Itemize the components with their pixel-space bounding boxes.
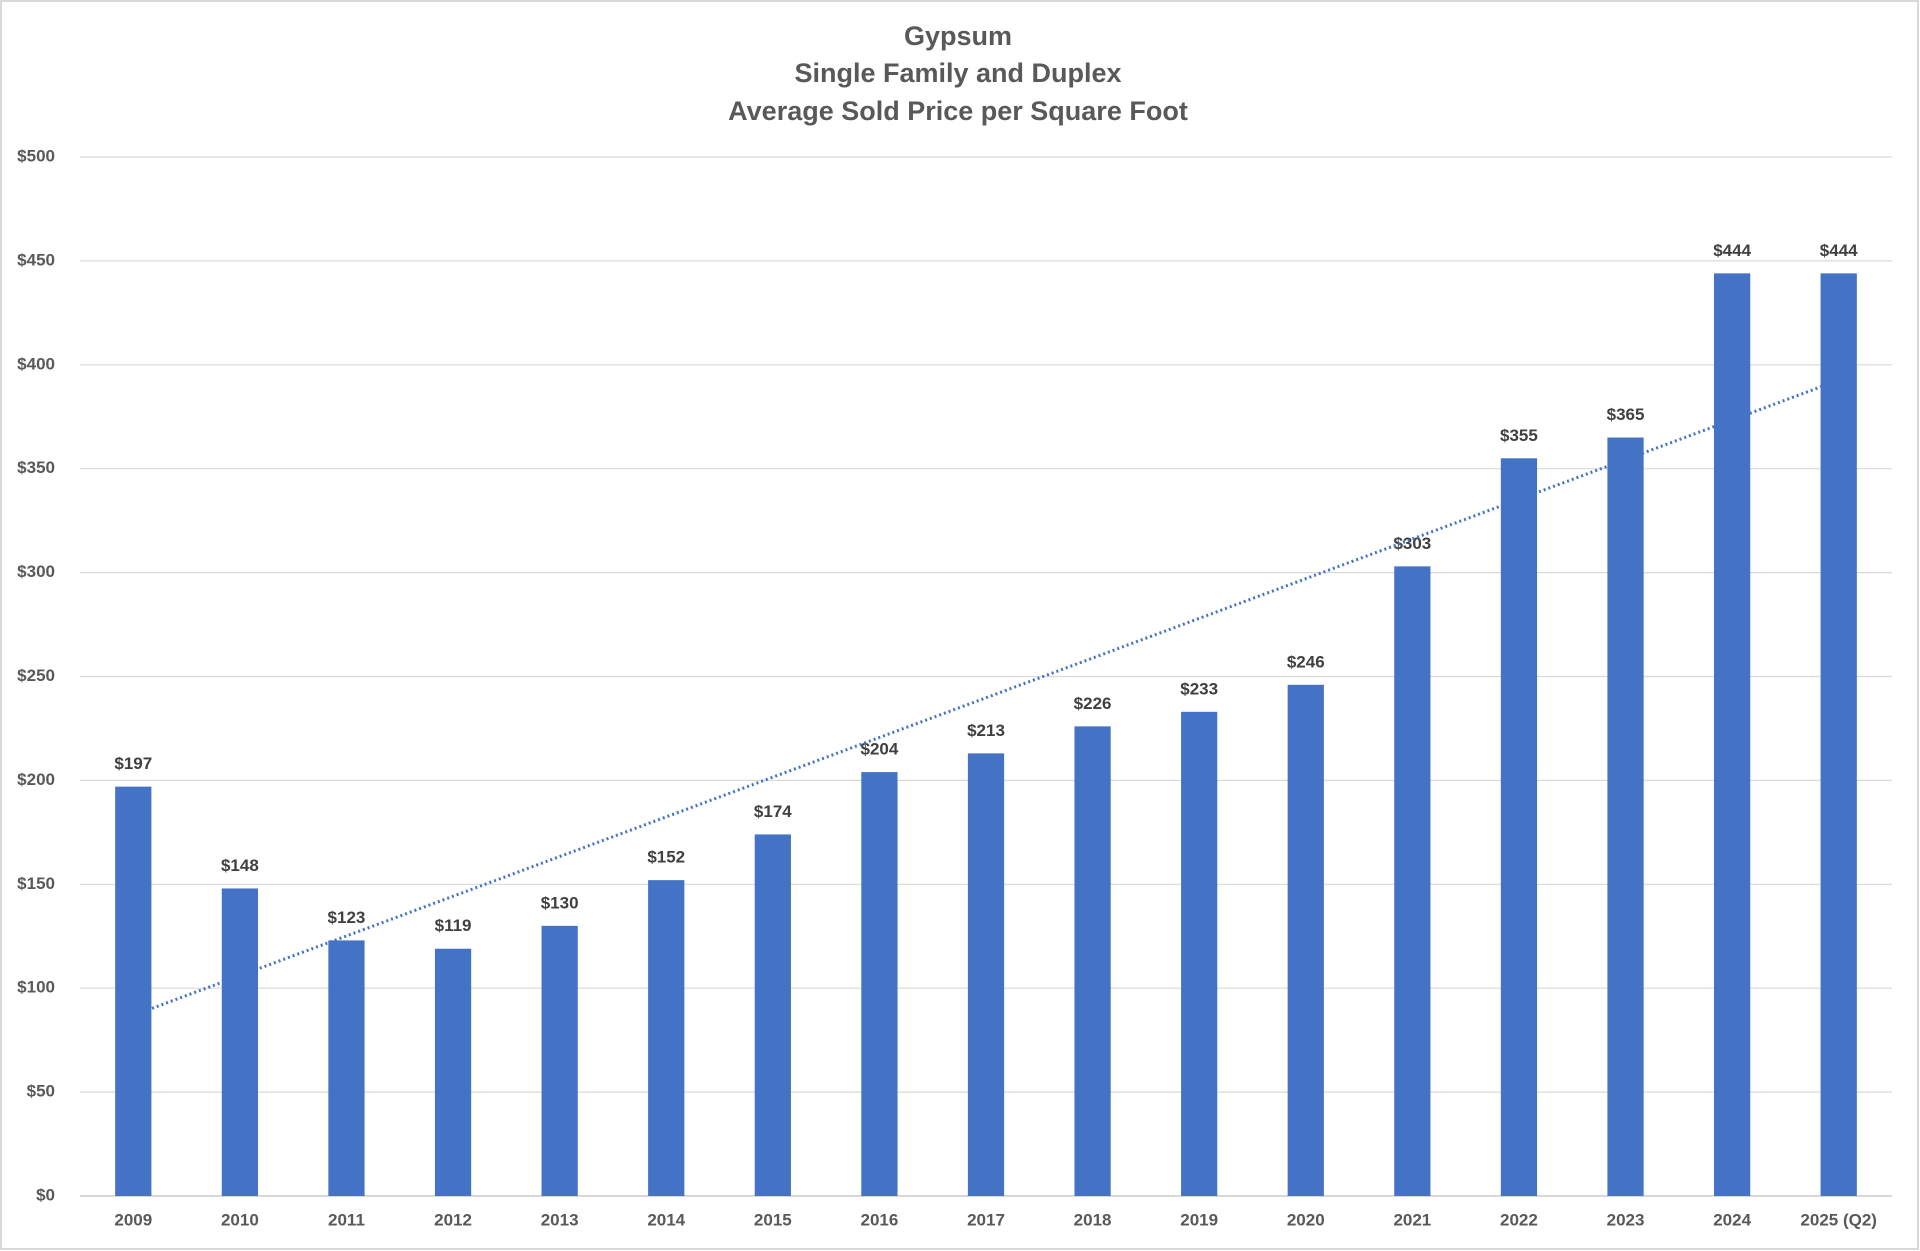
x-tick-label: 2018 (1074, 1210, 1112, 1229)
value-label: $246 (1287, 652, 1325, 671)
value-label: $303 (1393, 534, 1431, 553)
x-tick-label: 2015 (754, 1210, 792, 1229)
x-tick-label: 2010 (221, 1210, 259, 1229)
x-tick-label: 2019 (1180, 1210, 1218, 1229)
value-label: $444 (1713, 241, 1751, 260)
bar (1181, 711, 1218, 1196)
x-tick-label: 2021 (1393, 1210, 1431, 1229)
x-tick-label: 2020 (1287, 1210, 1325, 1229)
x-tick-label: 2009 (114, 1210, 152, 1229)
y-tick-label: $350 (17, 458, 55, 477)
bar (1287, 684, 1324, 1196)
x-tick-label: 2014 (647, 1210, 685, 1229)
bar (1500, 458, 1538, 1196)
y-tick-label: $300 (17, 562, 55, 581)
bar (1074, 726, 1111, 1196)
y-tick-label: $250 (17, 666, 55, 685)
bar (541, 925, 578, 1196)
y-tick-label: $500 (17, 146, 55, 165)
value-label: $197 (114, 754, 152, 773)
y-tick-label: $200 (17, 770, 55, 789)
bar (434, 948, 472, 1196)
bar (115, 786, 152, 1196)
bar (1394, 566, 1431, 1196)
trendline (132, 378, 1840, 1017)
y-tick-label: $50 (27, 1082, 55, 1101)
bar (967, 753, 1005, 1196)
value-label: $204 (860, 740, 898, 759)
bar (861, 772, 898, 1196)
value-label: $152 (647, 848, 685, 867)
value-label: $174 (754, 802, 792, 821)
y-tick-label: $0 (36, 1185, 55, 1204)
value-label: $123 (328, 908, 366, 927)
value-label: $130 (541, 893, 579, 912)
bar (1820, 273, 1857, 1196)
value-label: $355 (1500, 426, 1538, 445)
y-tick-label: $150 (17, 874, 55, 893)
value-label: $233 (1180, 679, 1218, 698)
bar (221, 888, 259, 1196)
x-tick-label: 2012 (434, 1210, 472, 1229)
y-tick-label: $400 (17, 354, 55, 373)
x-tick-label: 2017 (967, 1210, 1005, 1229)
x-tick-label: 2025 (Q2) (1800, 1210, 1877, 1229)
chart-subtitle: Single Family and Duplex (794, 58, 1121, 88)
chart-title: Gypsum (904, 21, 1012, 51)
value-label: $444 (1820, 241, 1858, 260)
y-tick-label: $100 (17, 978, 55, 997)
y-tick-label: $450 (17, 250, 55, 269)
x-tick-label: 2022 (1500, 1210, 1538, 1229)
value-label: $213 (967, 721, 1005, 740)
value-label: $148 (221, 856, 259, 875)
bar (648, 880, 685, 1196)
chart-subtitle: Average Sold Price per Square Foot (728, 96, 1188, 126)
x-tick-label: 2011 (328, 1210, 365, 1229)
x-tick-label: 2023 (1607, 1210, 1645, 1229)
value-label: $365 (1607, 405, 1645, 424)
x-tick-label: 2013 (541, 1210, 579, 1229)
x-tick-label: 2016 (860, 1210, 898, 1229)
bar (754, 834, 791, 1196)
bar (1713, 273, 1751, 1196)
bar (328, 940, 365, 1196)
value-label: $226 (1074, 694, 1112, 713)
x-tick-label: 2024 (1713, 1210, 1751, 1229)
bar (1607, 437, 1644, 1196)
value-label: $119 (435, 916, 472, 935)
